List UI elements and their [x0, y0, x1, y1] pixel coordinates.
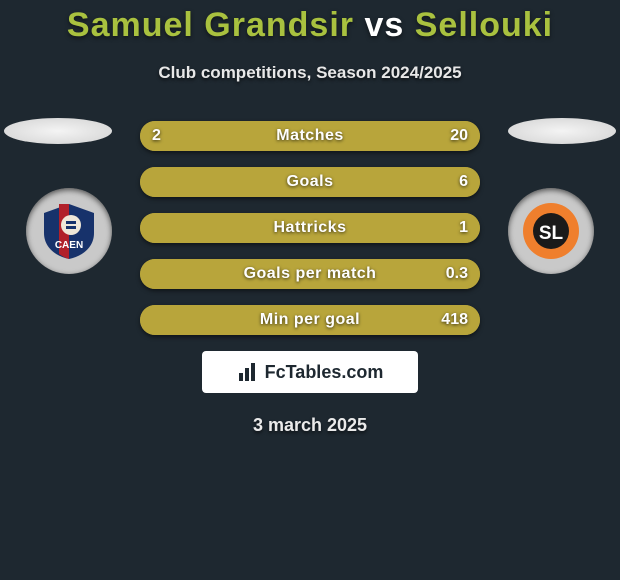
branding-box[interactable]: FcTables.com — [202, 351, 418, 393]
lavallois-crest-icon: SL — [519, 199, 583, 263]
stat-bars: 220Matches 6Goals 1Hattricks 0.3Goals per m… — [140, 121, 480, 335]
stat-bar: 6Goals — [140, 167, 480, 197]
title-right: Sellouki — [415, 6, 553, 44]
stat-label: Min per goal — [140, 305, 480, 335]
title-left: Samuel Grandsir — [67, 6, 354, 44]
chart-icon — [237, 361, 259, 383]
club-badge-right: SL — [508, 188, 594, 274]
club-right-abbrev: SL — [539, 223, 564, 244]
stat-bar: 220Matches — [140, 121, 480, 151]
stat-label: Goals — [140, 167, 480, 197]
stat-label: Hattricks — [140, 213, 480, 243]
page-title: Samuel Grandsir vs Sellouki — [0, 0, 620, 45]
stat-bar: 418Min per goal — [140, 305, 480, 335]
subtitle: Club competitions, Season 2024/2025 — [0, 63, 620, 83]
title-vs: vs — [364, 6, 404, 44]
stat-label: Matches — [140, 121, 480, 151]
comparison-card: Samuel Grandsir vs Sellouki Club competi… — [0, 0, 620, 580]
comparison-body: CAEN SL 220Matches 6Goals 1Hattricks 0.3Goa… — [0, 121, 620, 335]
caen-crest-icon: CAEN — [39, 201, 99, 261]
stat-bar: 1Hattricks — [140, 213, 480, 243]
player-shadow-right — [508, 118, 616, 144]
stat-bar: 0.3Goals per match — [140, 259, 480, 289]
club-badge-left: CAEN — [26, 188, 112, 274]
branding-text: FcTables.com — [265, 362, 384, 383]
player-shadow-left — [4, 118, 112, 144]
club-left-abbrev: CAEN — [55, 240, 83, 251]
stat-label: Goals per match — [140, 259, 480, 289]
date-text: 3 march 2025 — [0, 415, 620, 436]
